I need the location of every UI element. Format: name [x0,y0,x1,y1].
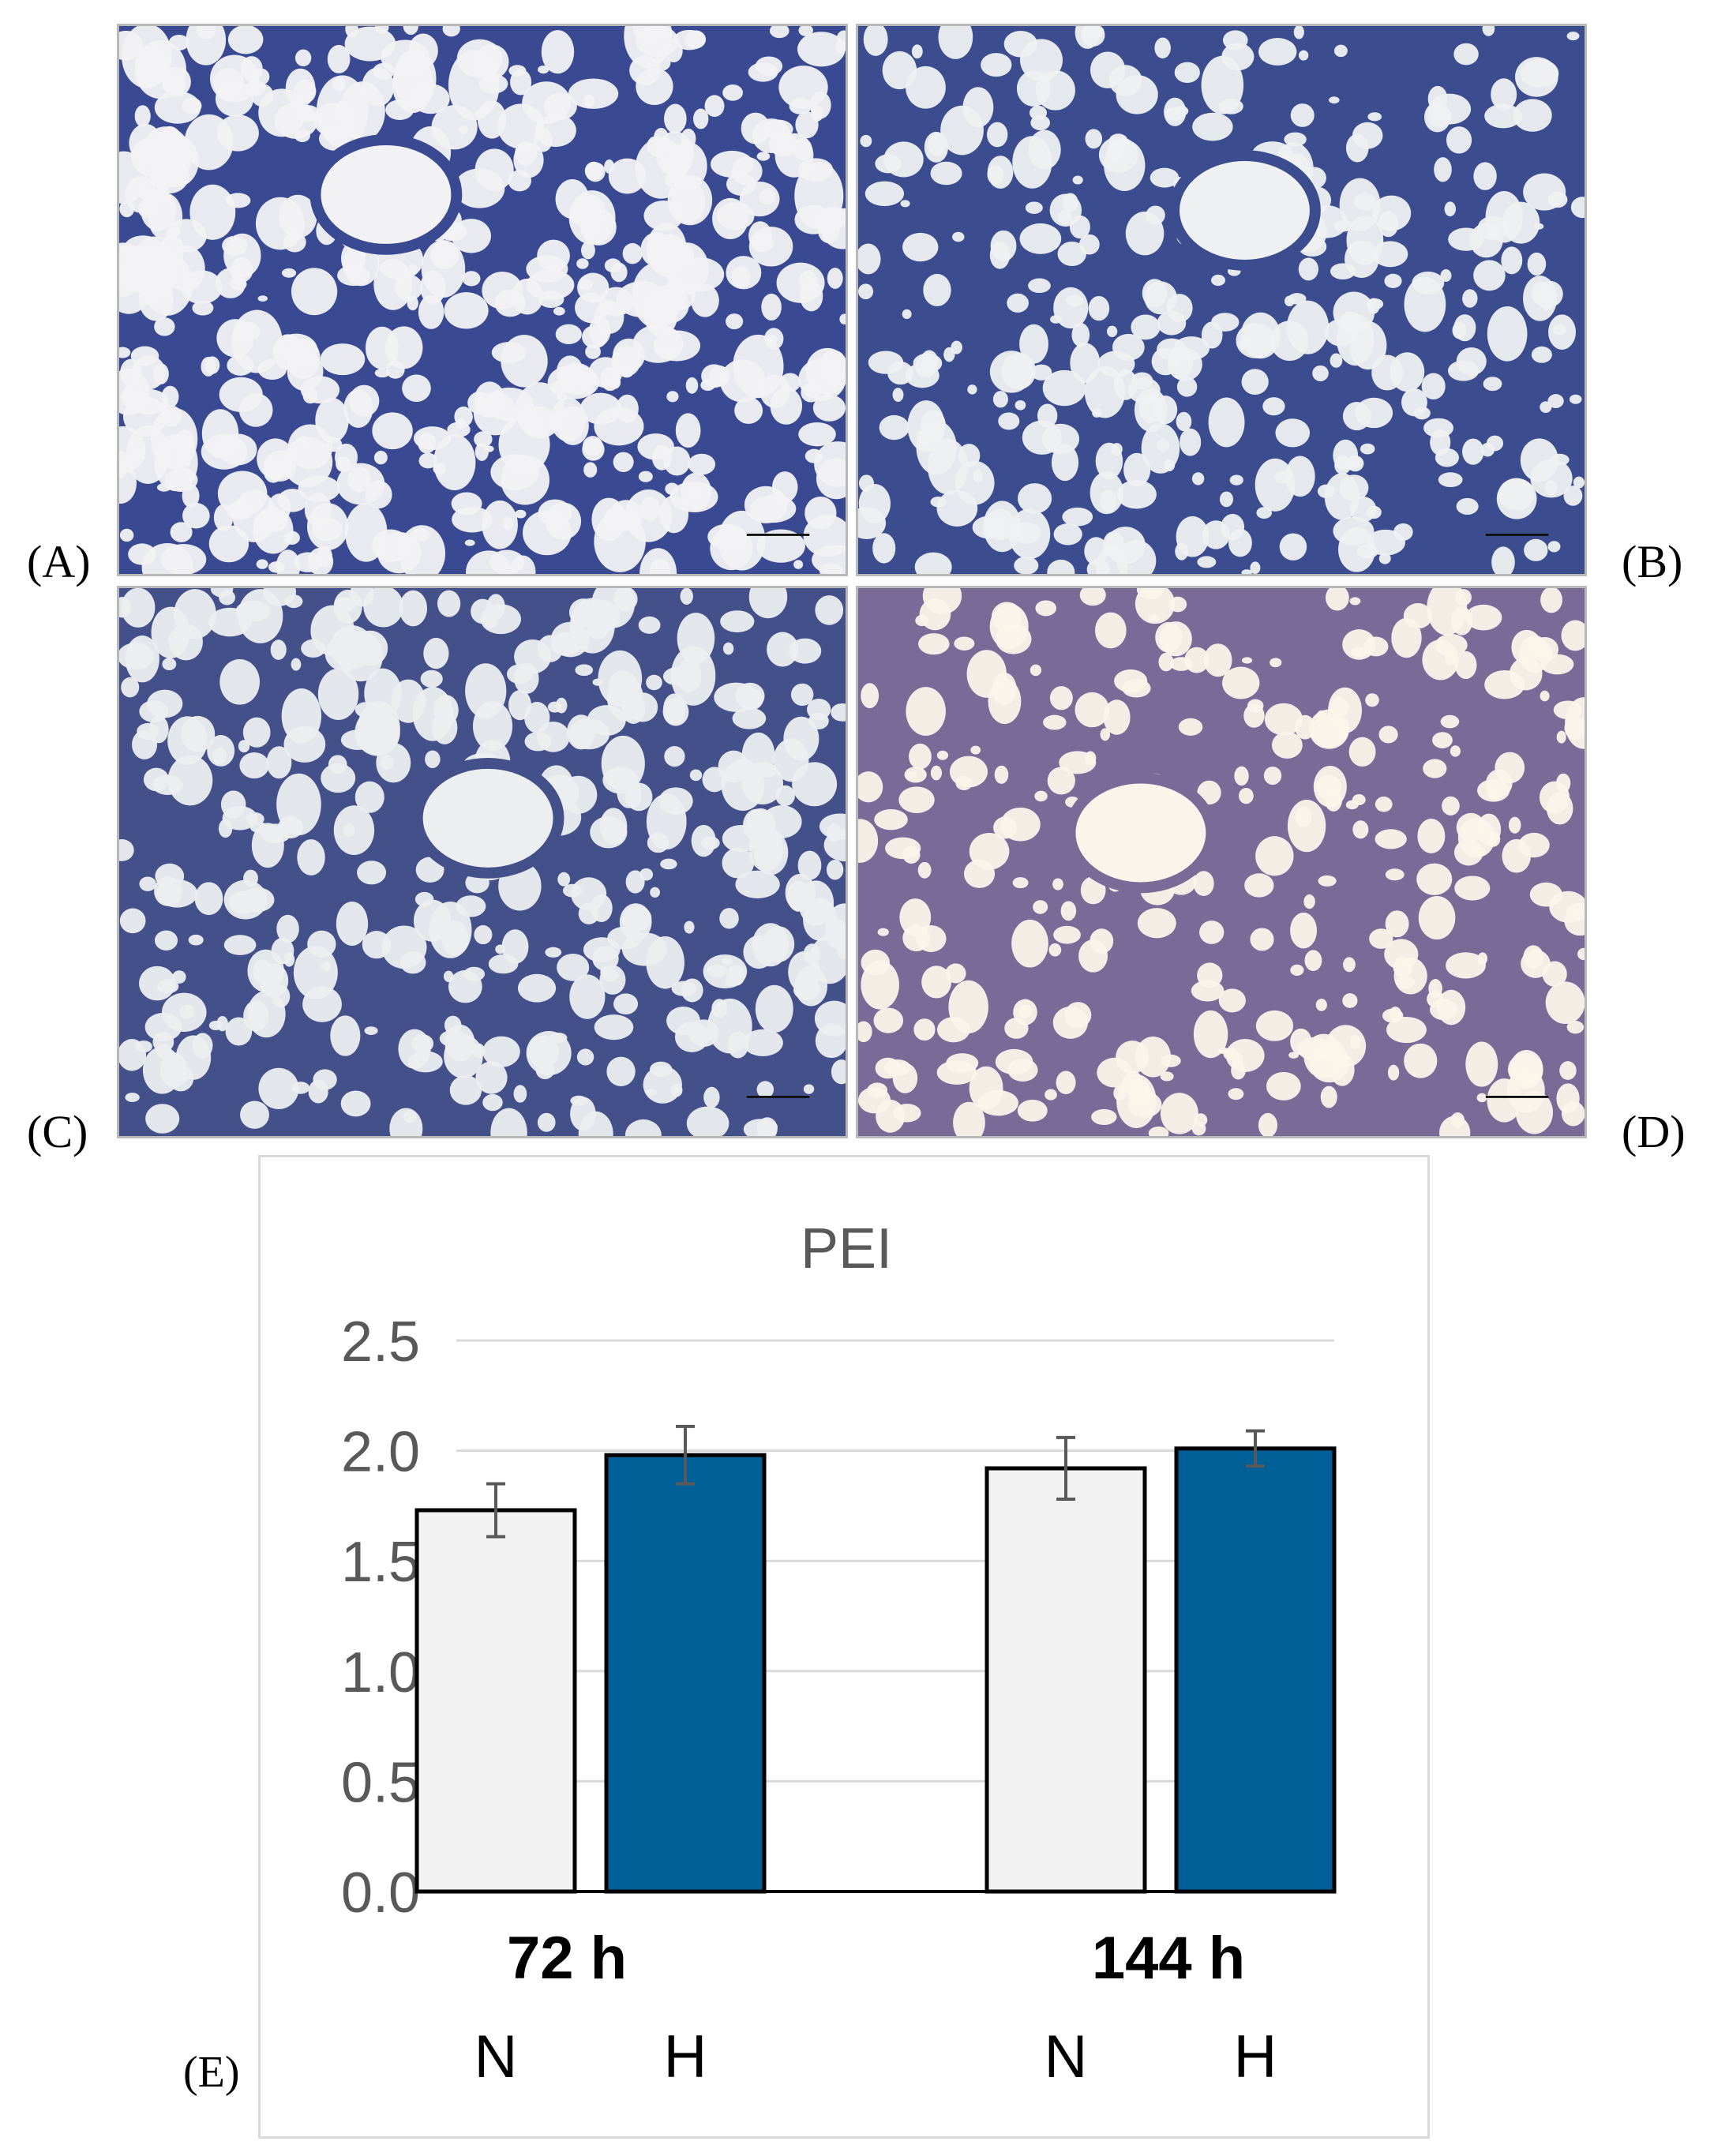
panel-label-b: (B) [1622,536,1683,587]
bar [985,1466,1147,1894]
panel-label-c: (C) [27,1106,88,1157]
tissue-texture [858,26,1585,574]
tissue-texture [858,588,1585,1136]
micrograph-a [117,24,848,576]
chart-panel: PEI 0.0 0.5 1.0 1.5 2.0 2.5 N H 72 h N H 144 h [258,1155,1430,2139]
group-label: 144 h [1092,1925,1245,1992]
micrograph-d [856,586,1587,1138]
y-tick-label: 0.5 [341,1751,420,1814]
bar [604,1453,767,1894]
y-tick-label: 2.5 [341,1310,420,1374]
tissue-texture [119,588,846,1136]
y-tick-label: 2.0 [341,1421,420,1484]
bar [414,1508,577,1894]
micrograph-b [856,24,1587,576]
category-label: N [474,2023,518,2090]
y-tick-label: 1.5 [341,1531,420,1594]
category-label: H [664,2023,707,2090]
bar [1174,1446,1337,1894]
micrograph-c [117,586,848,1138]
category-label: N [1045,2023,1088,2090]
y-tick-label: 0.0 [341,1862,420,1925]
y-tick-label: 1.0 [341,1641,420,1704]
panel-label-e: (E) [183,2048,240,2097]
pei-bar-chart: PEI 0.0 0.5 1.0 1.5 2.0 2.5 N H 72 h N H 144 h [341,1217,1337,2090]
airway-lumen [309,134,463,255]
panel-label-d: (D) [1622,1106,1686,1157]
panel-label-a: (A) [27,536,91,587]
airway-lumen [1064,772,1217,894]
chart-title: PEI [801,1217,892,1280]
airway-lumen [411,758,564,879]
group-label: 72 h [507,1925,627,1992]
category-label: H [1234,2023,1277,2090]
airway-lumen [1168,150,1321,271]
